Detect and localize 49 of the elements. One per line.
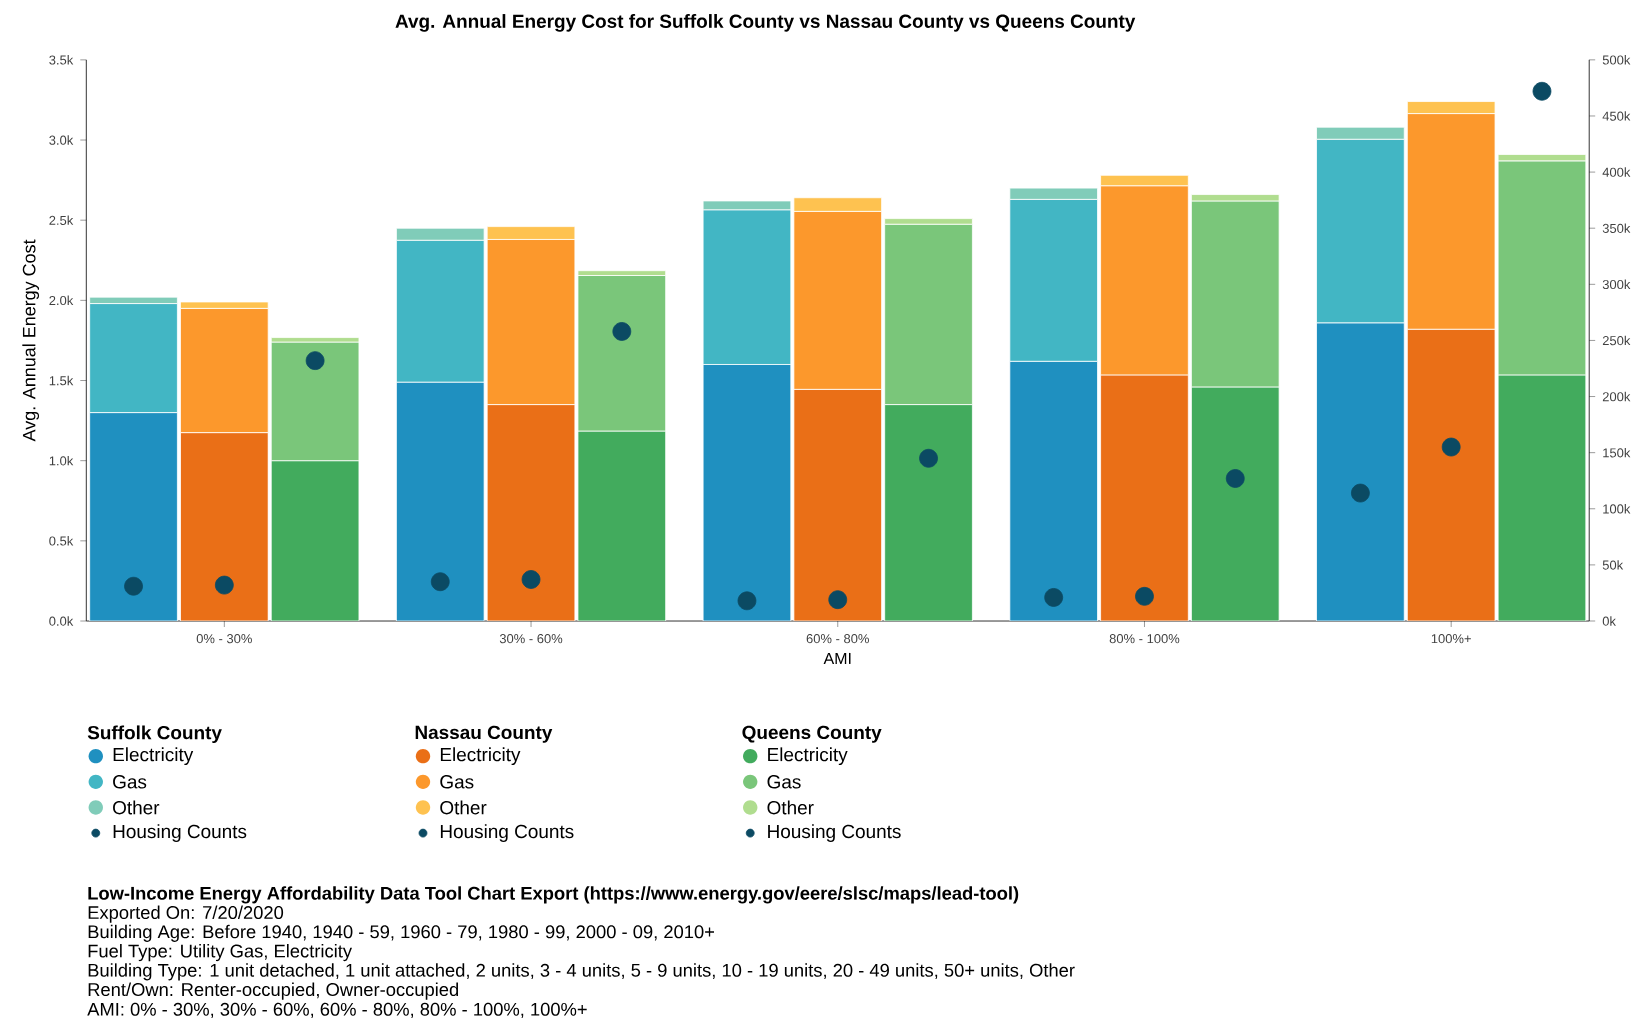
text: Suffolk County (87, 725, 222, 744)
legend-label: Gas (113, 775, 147, 789)
legend-label: Gas (440, 775, 474, 789)
x-tick-label: 30% - 60% (499, 634, 563, 644)
chart-title: Avg. Annual Energy Cost for Suffolk County vs Nassau County vs Queens County (395, 14, 1136, 33)
legend-label: Housing Counts (113, 824, 247, 843)
x-tick-label: 80% - 100% (1109, 634, 1180, 644)
y-tick-label: 1.5k (49, 376, 74, 386)
legend-label: Electricity (440, 747, 521, 766)
text: Rent/Own: Renter-occupied, Owner-occupied (88, 982, 459, 1000)
y2-tick-label: 0k (1602, 616, 1616, 627)
text: Exported On: 7/20/2020 (88, 905, 284, 923)
x-tick-label: 100%+ (1431, 634, 1471, 644)
legend-label: Other (113, 800, 160, 815)
y2-tick-label: 100k (1603, 504, 1631, 514)
legend-label: Other (440, 800, 487, 815)
y2-tick-label: 150k (1603, 448, 1631, 458)
legend-label: Other (767, 800, 814, 815)
legend-label: Housing Counts (440, 824, 574, 843)
text: Fuel Type: Utility Gas, Electricity (88, 944, 352, 962)
text: AMI: 0% - 30%, 30% - 60%, 60% - 80%, 80% - 100%, 100%+ (87, 1003, 587, 1019)
y2-tick-label: 400k (1602, 167, 1631, 178)
legend-label: Gas (767, 775, 801, 789)
y-tick-label: 3.5k (49, 55, 74, 65)
y-tick-label: 3.0k (49, 135, 74, 146)
y2-tick-label: 50k (1602, 560, 1624, 570)
y-tick-label: 2.5k (49, 215, 74, 226)
y2-tick-label: 350k (1602, 223, 1631, 234)
legend-label: Electricity (113, 747, 194, 766)
text: Nassau County (415, 725, 553, 744)
y-axis-title: Avg. Annual Energy Cost (22, 239, 40, 442)
y2-tick-label: 200k (1602, 392, 1631, 402)
y2-tick-label: 450k (1602, 111, 1631, 121)
x-tick-label: 0% - 30% (196, 634, 252, 644)
y2-tick-label: 500k (1602, 55, 1631, 65)
legend-label: Housing Counts (768, 824, 901, 843)
y-tick-label: 2.0k (49, 295, 74, 306)
x-tick-label: 60% - 80% (806, 634, 869, 644)
y2-tick-label: 300k (1602, 279, 1631, 290)
y2-tick-label: 250k (1602, 335, 1631, 346)
text: Low-Income Energy Affordability Data Tool Chart Export (https://www.energy.gov/eere/slsc/maps/lead-tool) (88, 886, 1019, 904)
text: Building Age: Before 1940, 1940 - 59, 1960 - 79, 1980 - 99, 2000 - 09, 2010+ (88, 925, 714, 943)
y-tick-label: 0.0k (49, 616, 74, 627)
x-axis-title: AMI (823, 653, 851, 665)
text: Queens County (742, 725, 882, 744)
y-tick-label: 1.0k (49, 456, 74, 466)
y-tick-label: 0.5k (49, 536, 74, 546)
legend-label: Electricity (768, 747, 848, 766)
text: Building Type: 1 unit detached, 1 unit attached, 2 units, 3 - 4 units, 5 - 9 units, 10 - 19 units, 20 - 49 units, 50+ units, Other (88, 963, 1075, 981)
